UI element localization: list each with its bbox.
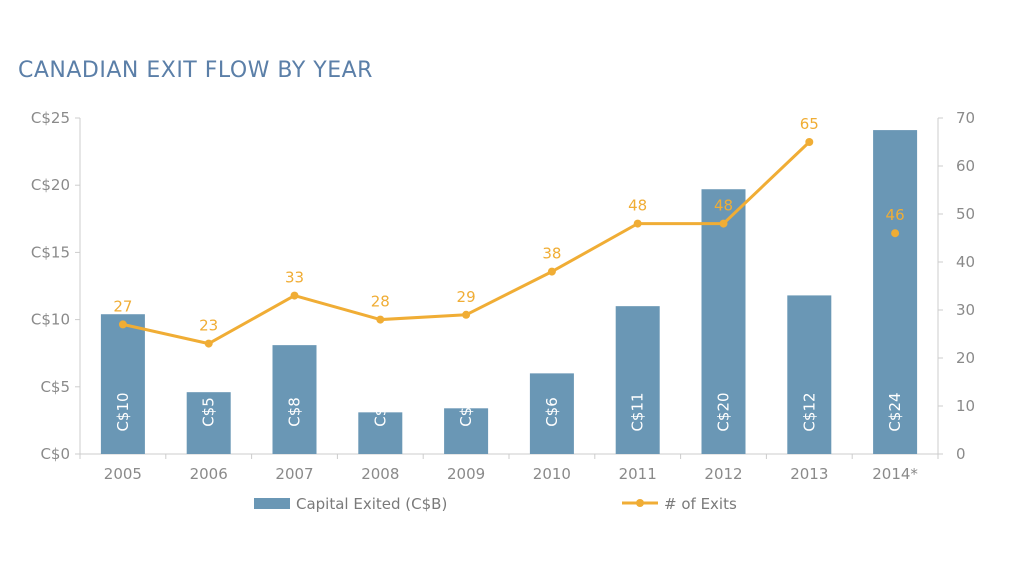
y-right-tick-label: 60 [956,157,975,175]
exits-point [891,229,900,238]
x-tick-label: 2007 [275,465,313,483]
exits-point [719,219,728,228]
exits-point [462,310,471,319]
x-tick-label: 2009 [447,465,485,483]
bar-data-label: C$5 [200,397,218,427]
bar [873,130,918,454]
x-tick-label: 2010 [533,465,571,483]
bar-data-label: C$20 [715,392,733,431]
legend-line-marker [636,499,644,507]
exits-data-label: 28 [371,293,390,311]
exits-data-label: 48 [714,197,733,215]
bar [529,373,574,454]
y-left-tick-label: C$20 [31,176,70,194]
y-right-tick-label: 50 [956,205,975,223]
exits-point [633,219,642,228]
exits-point [290,291,299,300]
exits-point [376,315,385,324]
y-right-tick-label: 70 [956,109,975,127]
exits-data-label: 27 [113,297,132,315]
y-left-tick-label: C$5 [40,378,70,396]
exits-data-label: 65 [800,115,819,133]
bar [787,295,832,454]
exits-data-label: 29 [457,288,476,306]
bar-data-label: C$8 [286,397,304,427]
bar-data-label: C$11 [629,392,647,431]
exits-point [805,138,814,146]
exits-data-label: 38 [542,245,561,263]
y-left-tick-label: C$25 [31,109,70,127]
x-tick-label: 2011 [619,465,657,483]
x-tick-label: 2013 [790,465,828,483]
y-left-tick-label: C$10 [31,311,70,329]
y-right-tick-label: 20 [956,349,975,367]
legend-bar-swatch [254,498,290,509]
bar [444,408,489,454]
exits-data-label: 33 [285,269,304,287]
y-right-tick-label: 30 [956,301,975,319]
bar [186,392,231,454]
x-tick-label: 2005 [104,465,142,483]
bar [272,345,317,454]
bar-data-label: C$10 [114,392,132,431]
bar-data-label: C$3 [371,397,389,427]
y-right-tick-label: 0 [956,445,966,463]
exits-point [204,339,213,348]
bar [358,412,403,454]
x-tick-label: 2006 [190,465,228,483]
exits-data-label: 23 [199,317,218,335]
y-left-tick-label: C$15 [31,243,70,261]
legend-bar-label: Capital Exited (C$B) [296,495,447,513]
x-tick-label: 2012 [704,465,742,483]
chart-title: CANADIAN EXIT FLOW BY YEAR [18,58,373,83]
exits-point [547,267,556,276]
y-right-tick-label: 10 [956,397,975,415]
legend-line-label: # of Exits [664,495,737,513]
y-right-tick-label: 40 [956,253,975,271]
bar [615,306,660,454]
exits-data-label: 46 [886,206,905,224]
bar-data-label: C$24 [886,392,904,431]
y-left-tick-label: C$0 [40,445,70,463]
x-tick-label: 2008 [361,465,399,483]
bar [701,189,746,454]
bar-data-label: C$3 [457,397,475,427]
bar [100,314,145,454]
exits-point [118,320,127,329]
bar-data-label: C$12 [800,392,818,431]
x-tick-label: 2014* [872,465,918,483]
exits-data-label: 48 [628,197,647,215]
bar-data-label: C$6 [543,397,561,427]
